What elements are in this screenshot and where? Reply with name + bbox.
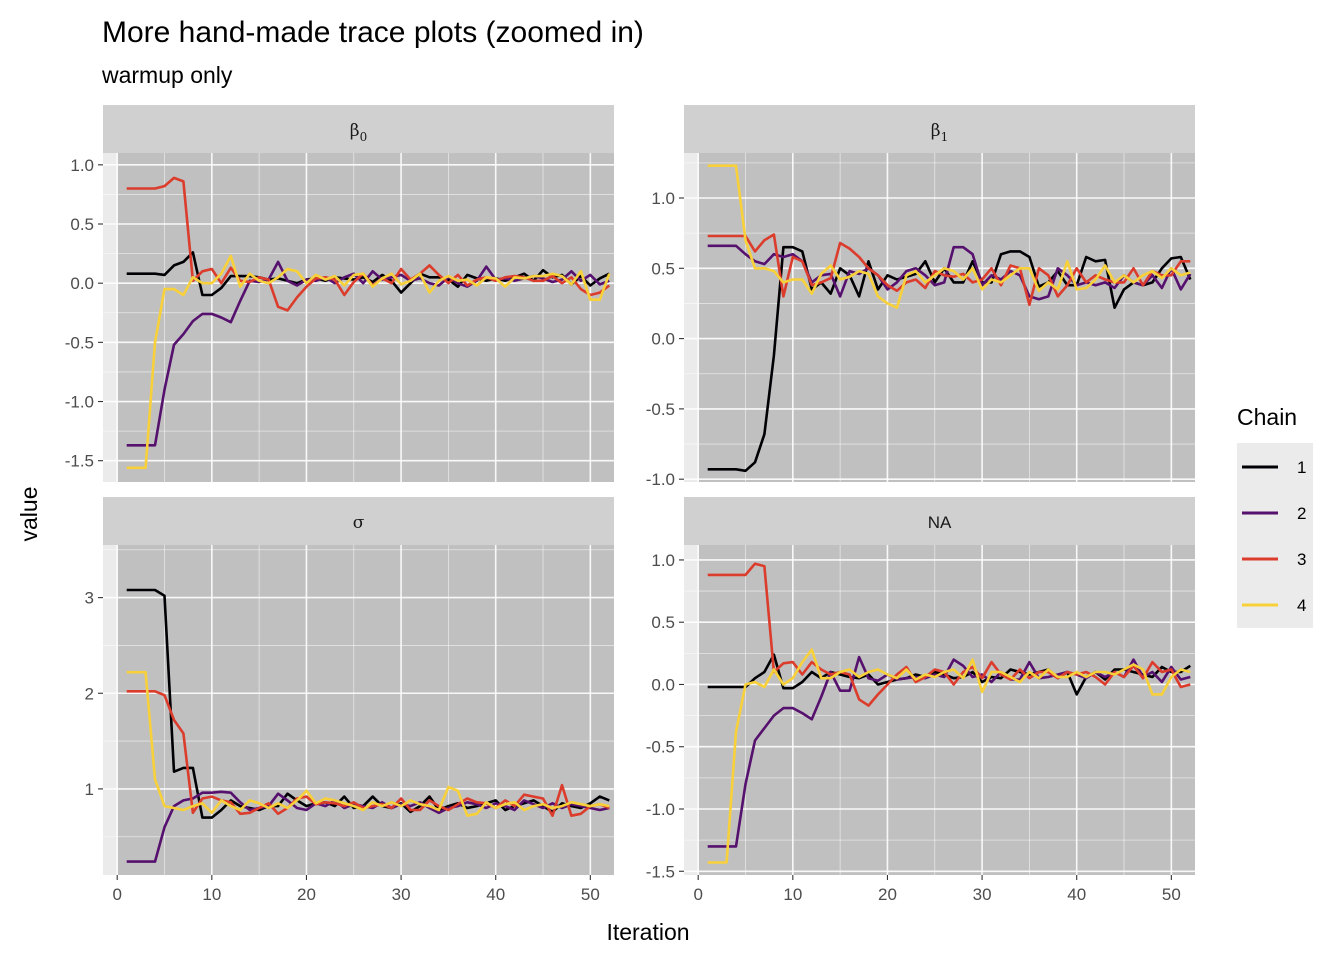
facet-panels: β01.00.50.0-0.5-1.0-1.5β11.00.50.0-0.5-1… (65, 105, 1195, 904)
legend-label-chain-4: 4 (1297, 596, 1306, 615)
y-tick-label: 3 (85, 589, 94, 608)
y-tick-label: 0.5 (651, 259, 675, 278)
y-tick-label: 2 (85, 684, 94, 703)
series-line-chain-4 (707, 648, 1191, 864)
series-lines (707, 562, 1192, 864)
x-tick-label: 40 (486, 885, 505, 904)
x-tick-label: 40 (1067, 885, 1086, 904)
series-line-chain-4 (126, 254, 611, 470)
y-axis-title: value (16, 487, 42, 542)
y-tick-label: -0.5 (65, 333, 94, 352)
y-tick-label: -1.0 (646, 470, 675, 489)
strip-background (684, 105, 1195, 153)
iteration-shade (698, 545, 1195, 875)
y-tick-label: -1.5 (65, 452, 94, 471)
x-tick-label: 10 (202, 885, 221, 904)
panel-2: β11.00.50.0-0.5-1.0 (646, 105, 1195, 489)
x-tick-label: 10 (783, 885, 802, 904)
legend-label-chain-3: 3 (1297, 550, 1306, 569)
panel-4: NA 1.0 0.5 0.0 -0.5 -1.0 -1.5 0 10 20 30 40 50 (646, 497, 1195, 904)
gridlines (684, 153, 1195, 482)
series-line-chain-3 (707, 233, 1191, 307)
y-tick-label: 0.5 (70, 215, 94, 234)
strip-background (103, 497, 614, 545)
legend-key-background (1237, 443, 1313, 628)
strip-background (103, 105, 614, 153)
strip-subscript: 1 (941, 130, 949, 144)
panel-1: β01.00.50.0-0.5-1.0-1.5 (65, 105, 614, 482)
x-tick-label: 50 (581, 885, 600, 904)
iteration-shade (117, 545, 614, 875)
legend-title: Chain (1237, 404, 1297, 430)
chart-title: More hand-made trace plots (zoomed in) (102, 16, 644, 49)
series-line-chain-2 (707, 244, 1192, 301)
y-tick-label: -0.5 (646, 738, 675, 757)
x-tick-label: 30 (973, 885, 992, 904)
series-line-chain-4 (707, 164, 1191, 310)
x-tick-label: 0 (112, 885, 121, 904)
x-tick-label: 20 (297, 885, 316, 904)
x-tick-label: 20 (878, 885, 897, 904)
y-tick-label: 0.5 (651, 613, 675, 632)
gridlines (103, 153, 614, 482)
y-tick-label: 0.0 (651, 675, 675, 694)
series-lines (126, 176, 611, 470)
x-tick-label: 0 (693, 885, 702, 904)
series-line-chain-4 (126, 670, 610, 818)
x-tick-label: 50 (1162, 885, 1181, 904)
legend-label-chain-2: 2 (1297, 504, 1306, 523)
strip-label: NA (928, 513, 952, 532)
y-tick-label: 0.0 (651, 330, 675, 349)
legend-label-chain-1: 1 (1297, 458, 1306, 477)
gridlines (103, 545, 614, 875)
chart-subtitle: warmup only (101, 62, 233, 88)
y-tick-label: 1.0 (651, 189, 675, 208)
strip-background (684, 497, 1195, 545)
strip-subscript: 0 (360, 130, 368, 144)
y-tick-label: -0.5 (646, 400, 675, 419)
gridlines (684, 545, 1195, 875)
strip-label: σ (353, 513, 365, 533)
y-tick-label: -1.0 (646, 800, 675, 819)
x-tick-label: 30 (392, 885, 411, 904)
iteration-shade (698, 153, 1195, 482)
y-tick-label: -1.0 (65, 393, 94, 412)
y-tick-label: 1.0 (651, 551, 675, 570)
series-lines (126, 588, 610, 863)
x-axis-title: Iteration (606, 919, 689, 945)
y-tick-label: 1 (85, 780, 94, 799)
series-lines (707, 164, 1192, 473)
y-tick-label: 1.0 (70, 156, 94, 175)
y-tick-label: -1.5 (646, 862, 675, 881)
y-tick-label: 0.0 (70, 274, 94, 293)
series-line-chain-3 (707, 562, 1191, 707)
iteration-shade (117, 153, 614, 482)
legend: Chain 1 2 3 4 (1237, 404, 1313, 628)
